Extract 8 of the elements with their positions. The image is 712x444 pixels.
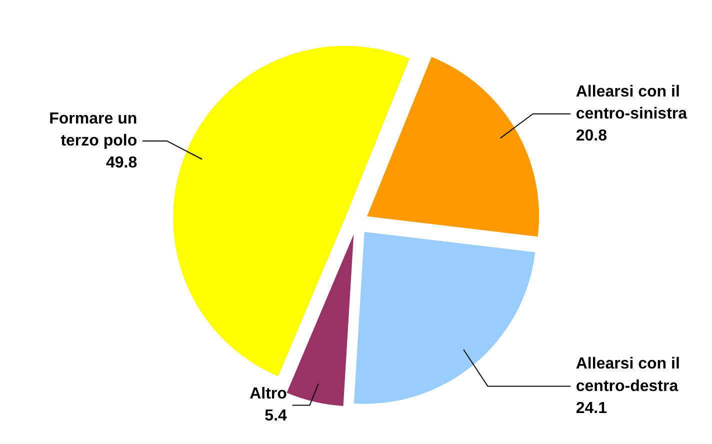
slice-label: Allearsi con il centro-destra xyxy=(576,356,680,395)
slice-label: Formare un terzo polo xyxy=(49,110,138,150)
slice-label: Altro xyxy=(250,386,288,403)
data-label: 5.4 xyxy=(264,408,288,425)
data-label: 49.8 xyxy=(106,154,138,172)
data-label: 24.1 xyxy=(576,400,608,417)
data-label: 20.8 xyxy=(576,127,608,144)
slice-label: Allearsi con il centro-sinistra xyxy=(576,83,688,122)
